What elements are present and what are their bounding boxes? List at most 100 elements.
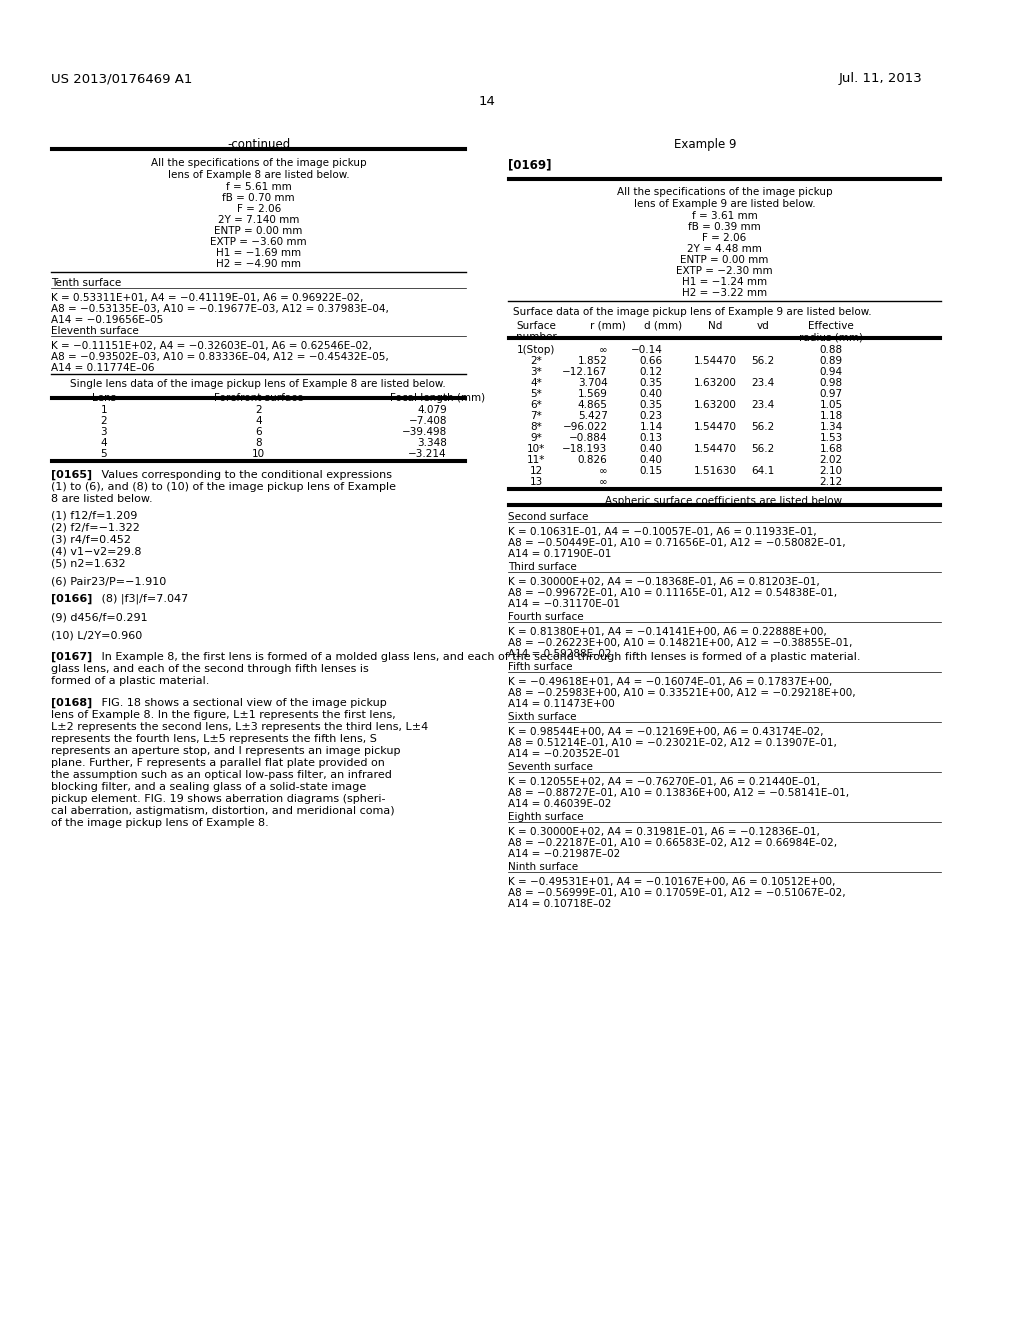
Text: Eighth surface: Eighth surface <box>508 812 584 822</box>
Text: −0.14: −0.14 <box>631 345 663 355</box>
Text: lens of Example 9 are listed below.: lens of Example 9 are listed below. <box>634 199 815 209</box>
Text: 1: 1 <box>100 405 106 414</box>
Text: A8 = −0.22187E–01, A10 = 0.66583E–02, A12 = 0.66984E–02,: A8 = −0.22187E–01, A10 = 0.66583E–02, A1… <box>508 838 837 847</box>
Text: 0.15: 0.15 <box>640 466 663 477</box>
Text: 14: 14 <box>478 95 496 108</box>
Text: pickup element. FIG. 19 shows aberration diagrams (spheri-: pickup element. FIG. 19 shows aberration… <box>51 795 386 804</box>
Text: [0168]: [0168] <box>51 698 92 709</box>
Text: (1) f12/f=1.209: (1) f12/f=1.209 <box>51 510 137 520</box>
Text: Aspheric surface coefficients are listed below.: Aspheric surface coefficients are listed… <box>605 496 845 506</box>
Text: 1.18: 1.18 <box>819 411 843 421</box>
Text: 0.89: 0.89 <box>819 356 843 366</box>
Text: A14 = −0.19656E–05: A14 = −0.19656E–05 <box>51 315 164 325</box>
Text: (3) r4/f=0.452: (3) r4/f=0.452 <box>51 535 131 544</box>
Text: 2*: 2* <box>530 356 542 366</box>
Text: A8 = −0.93502E–03, A10 = 0.83336E–04, A12 = −0.45432E–05,: A8 = −0.93502E–03, A10 = 0.83336E–04, A1… <box>51 352 389 362</box>
Text: A14 = −0.31170E–01: A14 = −0.31170E–01 <box>508 599 620 609</box>
Text: FIG. 18 shows a sectional view of the image pickup: FIG. 18 shows a sectional view of the im… <box>91 698 387 708</box>
Text: ENTP = 0.00 mm: ENTP = 0.00 mm <box>680 255 769 265</box>
Text: lens of Example 8. In the figure, L±1 represents the first lens,: lens of Example 8. In the figure, L±1 re… <box>51 710 396 719</box>
Text: F = 2.06: F = 2.06 <box>702 234 746 243</box>
Text: 1.54470: 1.54470 <box>693 356 736 366</box>
Text: −96.022: −96.022 <box>562 422 607 432</box>
Text: 6: 6 <box>255 426 262 437</box>
Text: (8) |f3|/f=7.047: (8) |f3|/f=7.047 <box>91 594 188 605</box>
Text: A14 = 0.11473E+00: A14 = 0.11473E+00 <box>508 700 614 709</box>
Text: 1.05: 1.05 <box>819 400 843 411</box>
Text: K = 0.81380E+01, A4 = −0.14141E+00, A6 = 0.22888E+00,: K = 0.81380E+01, A4 = −0.14141E+00, A6 =… <box>508 627 826 638</box>
Text: 4*: 4* <box>530 378 542 388</box>
Text: f = 3.61 mm: f = 3.61 mm <box>691 211 758 220</box>
Text: 0.35: 0.35 <box>640 400 663 411</box>
Text: (9) d456/f=0.291: (9) d456/f=0.291 <box>51 612 148 622</box>
Text: Surface data of the image pickup lens of Example 9 are listed below.: Surface data of the image pickup lens of… <box>513 308 871 317</box>
Text: [0165]: [0165] <box>51 470 92 480</box>
Text: 9*: 9* <box>530 433 542 444</box>
Text: 2Y = 7.140 mm: 2Y = 7.140 mm <box>218 215 299 224</box>
Text: 56.2: 56.2 <box>751 422 774 432</box>
Text: K = −0.11151E+02, A4 = −0.32603E–01, A6 = 0.62546E–02,: K = −0.11151E+02, A4 = −0.32603E–01, A6 … <box>51 341 373 351</box>
Text: 0.66: 0.66 <box>640 356 663 366</box>
Text: represents an aperture stop, and I represents an image pickup: represents an aperture stop, and I repre… <box>51 746 400 756</box>
Text: 2.10: 2.10 <box>819 466 843 477</box>
Text: 0.98: 0.98 <box>819 378 843 388</box>
Text: 3: 3 <box>100 426 106 437</box>
Text: −39.498: −39.498 <box>401 426 446 437</box>
Text: -continued: -continued <box>227 139 290 150</box>
Text: 0.94: 0.94 <box>819 367 843 378</box>
Text: (2) f2/f=−1.322: (2) f2/f=−1.322 <box>51 521 140 532</box>
Text: −3.214: −3.214 <box>409 449 446 459</box>
Text: radius (mm): radius (mm) <box>799 333 863 342</box>
Text: H2 = −3.22 mm: H2 = −3.22 mm <box>682 288 767 298</box>
Text: K = 0.30000E+02, A4 = 0.31981E–01, A6 = −0.12836E–01,: K = 0.30000E+02, A4 = 0.31981E–01, A6 = … <box>508 828 819 837</box>
Text: 0.23: 0.23 <box>640 411 663 421</box>
Text: 2: 2 <box>255 405 262 414</box>
Text: 1.852: 1.852 <box>578 356 607 366</box>
Text: 0.826: 0.826 <box>578 455 607 465</box>
Text: 64.1: 64.1 <box>751 466 774 477</box>
Text: Forefront surface: Forefront surface <box>214 393 303 403</box>
Text: 0.97: 0.97 <box>819 389 843 399</box>
Text: Fifth surface: Fifth surface <box>508 663 572 672</box>
Text: 1.68: 1.68 <box>819 444 843 454</box>
Text: 23.4: 23.4 <box>751 400 774 411</box>
Text: 2Y = 4.48 mm: 2Y = 4.48 mm <box>687 244 762 253</box>
Text: 2.12: 2.12 <box>819 477 843 487</box>
Text: Third surface: Third surface <box>508 562 577 572</box>
Text: ENTP = 0.00 mm: ENTP = 0.00 mm <box>214 226 303 236</box>
Text: A8 = −0.50449E–01, A10 = 0.71656E–01, A12 = −0.58082E–01,: A8 = −0.50449E–01, A10 = 0.71656E–01, A1… <box>508 539 846 548</box>
Text: A8 = −0.53135E–03, A10 = −0.19677E–03, A12 = 0.37983E–04,: A8 = −0.53135E–03, A10 = −0.19677E–03, A… <box>51 304 389 314</box>
Text: 2.02: 2.02 <box>819 455 843 465</box>
Text: glass lens, and each of the second through fifth lenses is: glass lens, and each of the second throu… <box>51 664 369 675</box>
Text: 6*: 6* <box>530 400 542 411</box>
Text: (5) n2=1.632: (5) n2=1.632 <box>51 558 126 568</box>
Text: the assumption such as an optical low-pass filter, an infrared: the assumption such as an optical low-pa… <box>51 770 392 780</box>
Text: A14 = 0.17190E–01: A14 = 0.17190E–01 <box>508 549 611 558</box>
Text: vd: vd <box>757 321 769 331</box>
Text: 0.40: 0.40 <box>640 389 663 399</box>
Text: 1(Stop): 1(Stop) <box>517 345 555 355</box>
Text: (1) to (6), and (8) to (10) of the image pickup lens of Example: (1) to (6), and (8) to (10) of the image… <box>51 482 396 492</box>
Text: Sixth surface: Sixth surface <box>508 711 577 722</box>
Text: US 2013/0176469 A1: US 2013/0176469 A1 <box>51 73 193 84</box>
Text: K = 0.10631E–01, A4 = −0.10057E–01, A6 = 0.11933E–01,: K = 0.10631E–01, A4 = −0.10057E–01, A6 =… <box>508 527 816 537</box>
Text: 4: 4 <box>100 438 106 447</box>
Text: H1 = −1.24 mm: H1 = −1.24 mm <box>682 277 767 286</box>
Text: 11*: 11* <box>527 455 546 465</box>
Text: 8 are listed below.: 8 are listed below. <box>51 494 153 504</box>
Text: 0.88: 0.88 <box>819 345 843 355</box>
Text: Focal length (mm): Focal length (mm) <box>390 393 485 403</box>
Text: 12: 12 <box>529 466 543 477</box>
Text: [0166]: [0166] <box>51 594 93 605</box>
Text: 0.35: 0.35 <box>640 378 663 388</box>
Text: 1.63200: 1.63200 <box>693 400 736 411</box>
Text: Single lens data of the image pickup lens of Example 8 are listed below.: Single lens data of the image pickup len… <box>71 379 446 389</box>
Text: 3.704: 3.704 <box>578 378 607 388</box>
Text: A8 = 0.51214E–01, A10 = −0.23021E–02, A12 = 0.13907E–01,: A8 = 0.51214E–01, A10 = −0.23021E–02, A1… <box>508 738 837 748</box>
Text: 1.51630: 1.51630 <box>693 466 736 477</box>
Text: K = 0.30000E+02, A4 = −0.18368E–01, A6 = 0.81203E–01,: K = 0.30000E+02, A4 = −0.18368E–01, A6 =… <box>508 577 819 587</box>
Text: H2 = −4.90 mm: H2 = −4.90 mm <box>216 259 301 269</box>
Text: Jul. 11, 2013: Jul. 11, 2013 <box>839 73 923 84</box>
Text: Fourth surface: Fourth surface <box>508 612 584 622</box>
Text: 56.2: 56.2 <box>751 444 774 454</box>
